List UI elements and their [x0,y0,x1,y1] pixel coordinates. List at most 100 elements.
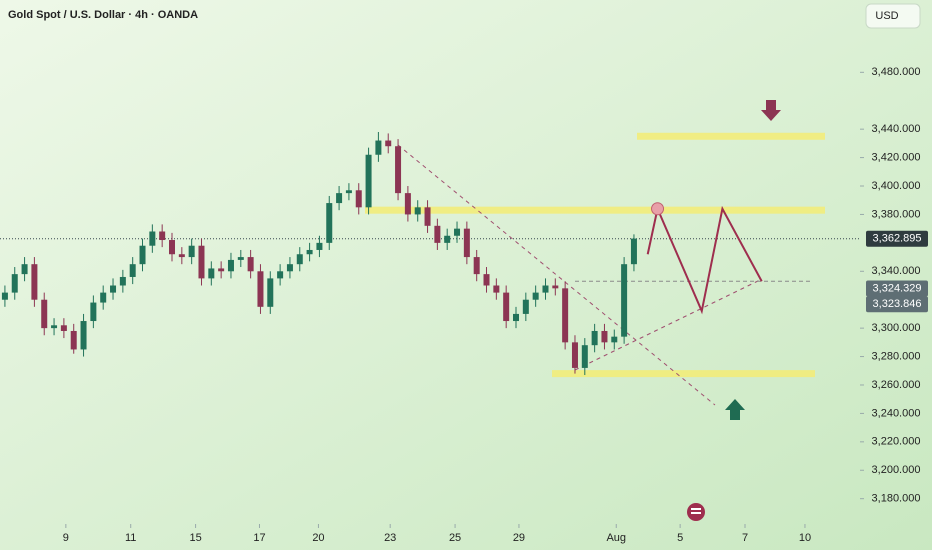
candle-body [414,207,421,215]
y-tick-label: 3,480.000 [872,66,921,78]
x-tick-label: 15 [189,532,201,544]
y-tick-label: 3,300.000 [872,322,921,334]
candle-body [630,238,637,265]
candle-body [611,336,618,343]
y-tick-label: 3,200.000 [872,464,921,476]
candle-body [424,207,431,226]
trend-line [574,279,761,371]
candle-body [159,231,166,241]
up-arrow [725,399,745,420]
candle-body [149,231,156,246]
candle-body [493,285,500,293]
candle-body [571,342,578,368]
candle-body [119,276,126,286]
down-arrow [761,100,781,121]
candle-body [375,140,382,155]
candle-body [178,254,185,258]
zone [365,206,825,214]
candle-body [60,325,67,331]
x-tick-label: 11 [125,532,136,544]
price-label-box [866,296,928,313]
candle-body [434,225,441,243]
x-tick-label: 7 [742,532,748,544]
candle-body [404,193,411,215]
candle-body [70,330,77,350]
candle-body [395,146,402,194]
candle-body [31,264,38,300]
y-tick-label: 3,420.000 [872,151,921,163]
candle-body [296,254,303,265]
candle-body [208,268,215,279]
candle-body [552,285,559,289]
candle-body [11,274,18,293]
y-tick-label: 3,400.000 [872,180,921,192]
candle-body [218,268,225,272]
price-label: 3,324.329 [873,282,922,294]
candle-body [483,274,490,286]
y-tick-label: 3,180.000 [872,493,921,505]
x-tick-label: 9 [63,532,69,544]
candle-body [621,264,628,337]
candle-body [581,345,588,368]
candle-body [336,193,343,204]
candle-body [237,257,244,260]
y-tick-label: 3,440.000 [872,123,921,135]
x-tick-label: 29 [513,532,525,544]
candle-body [139,245,146,265]
candle-body [385,140,392,147]
x-tick-label: 25 [449,532,461,544]
candle-body [365,154,372,208]
candle-body [1,292,8,300]
candle-body [100,292,107,303]
y-tick-label: 3,220.000 [872,436,921,448]
candle-body [601,330,608,343]
y-tick-label: 3,240.000 [872,407,921,419]
candle-body [21,264,28,275]
candle-body [129,264,136,277]
currency-button[interactable] [865,3,921,29]
candle-body [503,292,510,322]
candle-body [522,299,529,314]
y-tick-label: 3,340.000 [872,265,921,277]
candle-body [513,313,519,322]
candle-body [51,325,58,329]
x-tick-label: Aug [606,532,626,544]
candle-body [247,257,254,272]
candle-body [80,321,87,350]
zone [637,132,825,140]
x-tick-label: 10 [799,532,811,544]
candle-body [355,190,362,208]
price-label: 3,362.895 [873,233,922,245]
price-label: 3,323.846 [873,298,922,310]
candle-body [286,264,293,272]
candle-body [90,302,97,322]
logo [687,503,705,521]
candle-body [316,242,323,250]
candle-body [454,228,461,236]
candle-body [277,271,284,279]
x-tick-label: 5 [677,532,683,544]
candle-body [345,190,352,194]
x-tick-label: 17 [253,532,265,544]
candle-body [473,257,480,275]
price-label-box [866,280,928,297]
candle-body [41,299,48,329]
candle-body [306,249,313,255]
x-tick-label: 23 [384,532,396,544]
y-tick-label: 3,280.000 [872,350,921,362]
candle-body [110,285,117,293]
candle-body [562,288,569,343]
candle-body [227,259,234,272]
candle-body [198,245,205,279]
price-label-box [866,230,928,247]
candle-body [188,245,195,258]
candle-body [257,271,264,307]
candle-body [326,203,333,243]
candle-body [542,285,549,293]
candle-body [444,235,451,243]
candle-body [463,228,470,258]
y-tick-label: 3,380.000 [872,208,921,220]
candle-body [169,240,175,255]
projection-path [646,205,763,315]
